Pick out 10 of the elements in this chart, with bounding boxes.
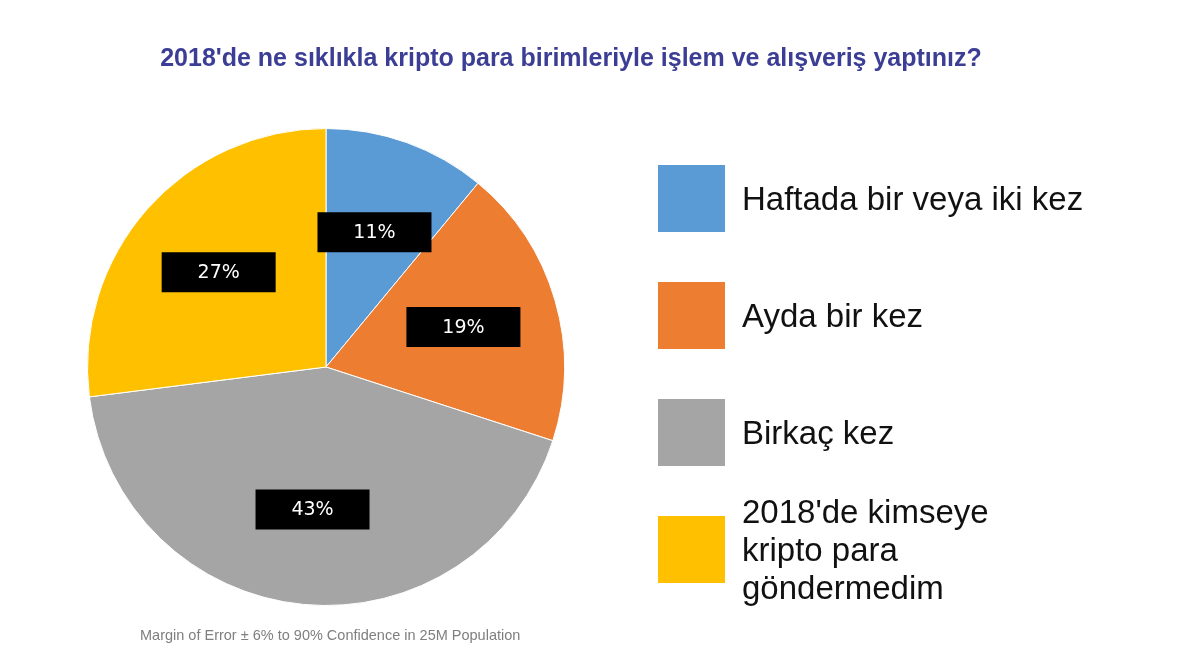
legend-label: Ayda bir kez	[742, 296, 923, 335]
chart-title: 2018'de ne sıklıkla kripto para birimleriyle işlem ve alışveriş yaptınız?	[159, 43, 983, 72]
data-label: 11%	[353, 220, 396, 243]
data-label: 43%	[291, 497, 334, 520]
legend-label: Haftada bir veya iki kez	[742, 179, 1084, 218]
data-label: 27%	[197, 260, 240, 283]
legend-label: Birkaç kez	[742, 413, 895, 452]
text: Margin of Error ± 6% to 90% Confidence in 25M Population	[140, 627, 521, 643]
data-label: 19%	[442, 315, 485, 338]
legend-label: 2018'de kimseye kripto para göndermedim	[742, 492, 989, 607]
